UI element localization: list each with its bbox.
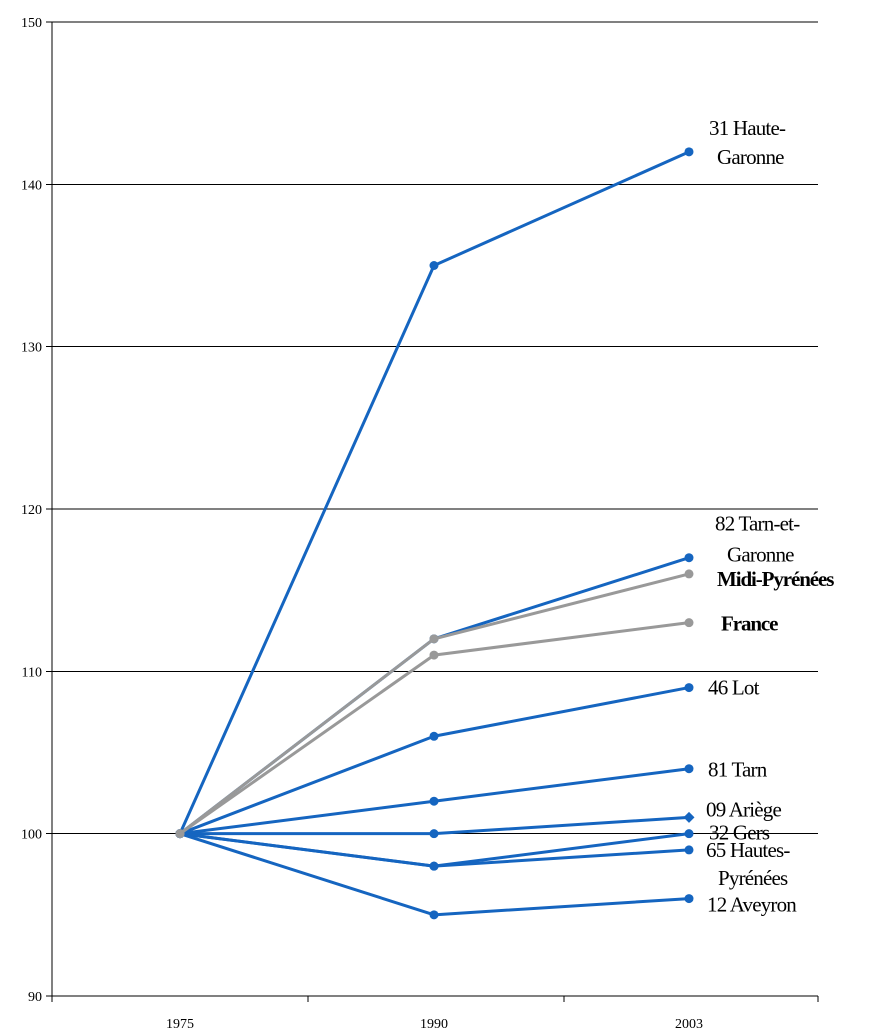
series-46-lot <box>175 683 694 839</box>
series-line <box>178 832 691 868</box>
x-tick-label: 1990 <box>420 1017 448 1032</box>
series-label: Garonne <box>717 145 784 169</box>
series-line <box>178 150 691 836</box>
series-label: France <box>721 612 778 636</box>
data-point <box>684 553 694 563</box>
series-label: 31 Haute- <box>709 116 786 140</box>
series-label: Pyrénées <box>718 866 788 890</box>
data-point <box>429 796 439 806</box>
data-point <box>429 861 439 871</box>
series-82-tarn-et-garonne <box>175 553 694 839</box>
data-point <box>684 569 694 579</box>
series-label: 46 Lot <box>708 676 760 700</box>
x-tick-label: 1975 <box>166 1017 194 1032</box>
x-tick-label: 2003 <box>675 1017 703 1032</box>
y-tick-label: 110 <box>22 665 42 680</box>
series-line <box>178 832 691 917</box>
data-point <box>429 829 439 839</box>
data-point <box>175 829 185 839</box>
series-label: 12 Aveyron <box>707 893 797 917</box>
series-label: 32 Gers <box>709 821 770 845</box>
series-france <box>175 618 694 839</box>
axis-layer: 90 100 110 120 130 140 150 1975 1990 2003 <box>21 16 819 1032</box>
y-tick-label: 150 <box>21 16 42 31</box>
data-point <box>429 910 439 920</box>
y-tick-label: 140 <box>21 178 42 193</box>
data-point <box>684 845 694 855</box>
series-line <box>178 686 691 836</box>
y-tick-label: 100 <box>21 828 42 843</box>
data-point <box>684 894 694 904</box>
series-line <box>178 832 691 868</box>
data-point <box>684 764 694 774</box>
series-line <box>178 556 691 836</box>
series-label: 65 Hautes- <box>706 838 790 862</box>
y-tick-label: 130 <box>21 341 42 356</box>
data-point <box>429 261 439 270</box>
series-label: 09 Ariège <box>706 797 782 821</box>
data-point <box>684 683 694 693</box>
data-point <box>429 731 439 741</box>
y-tick-label: 120 <box>21 503 42 518</box>
y-tick-label: 90 <box>28 990 42 1005</box>
grid-layer <box>52 21 818 835</box>
data-point <box>683 811 695 823</box>
series-81-tarn <box>175 764 694 839</box>
data-point <box>684 147 694 157</box>
series-line <box>178 572 691 836</box>
series-label: Midi-Pyrénées <box>717 567 834 591</box>
data-point <box>429 634 439 644</box>
series-label: Garonne <box>727 543 794 567</box>
series-label: 82 Tarn-et- <box>715 512 800 536</box>
data-point <box>684 618 694 628</box>
data-point <box>684 829 694 839</box>
series-layer <box>175 147 695 920</box>
series-label: 81 Tarn <box>708 758 768 782</box>
data-point <box>429 650 439 660</box>
